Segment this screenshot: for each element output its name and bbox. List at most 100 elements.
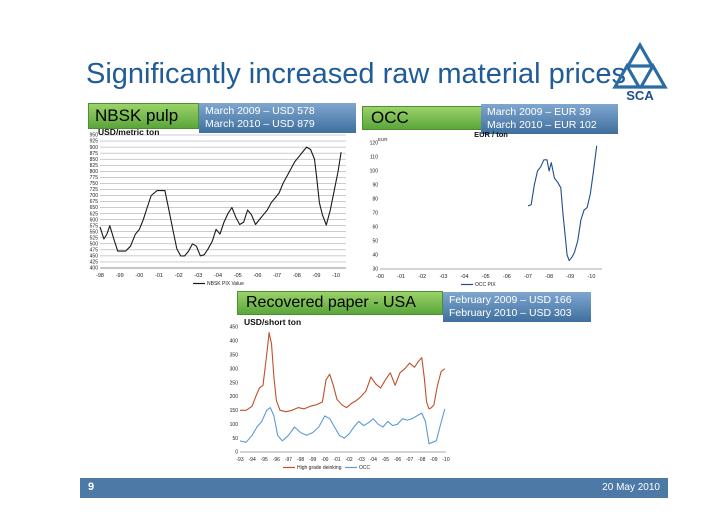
y-axis-title: USD/short ton: [244, 317, 301, 327]
slide-title: Significantly increased raw material pri…: [86, 58, 626, 90]
x-tick-label: -94: [249, 457, 256, 463]
recovered-label-text: Recovered paper - USA: [246, 294, 416, 311]
y-tick-label: 575: [90, 223, 99, 229]
x-tick-label: -06: [394, 457, 401, 463]
y-tick-label: 30: [372, 267, 378, 273]
nbsk-label: NBSK pulp: [88, 103, 199, 129]
y-tick-label: 0: [235, 450, 238, 456]
x-tick-label: -03: [194, 273, 202, 279]
footer-bar: 9 20 May 2010: [80, 478, 668, 498]
nbsk-note: March 2009 – USD 578 March 2010 – USD 87…: [199, 103, 356, 133]
legend-label: OCC: [359, 465, 371, 471]
x-tick-label: -98: [297, 457, 304, 463]
x-tick-label: -00: [321, 457, 328, 463]
y-tick-label: 550: [90, 229, 99, 235]
series-line-high-grade-deinking: [240, 332, 446, 413]
y-tick-label: 400: [90, 266, 99, 272]
x-tick-label: -00: [135, 273, 143, 279]
y-tick-label: 70: [372, 211, 378, 217]
x-tick-label: -09: [313, 273, 321, 279]
y-tick-label: 90: [372, 183, 378, 189]
y-tick-label: 120: [370, 141, 379, 147]
x-tick-label: -93: [236, 457, 243, 463]
nbsk-note-line-1: March 2009 – USD 578: [205, 105, 315, 117]
logo-text: SCA: [626, 88, 654, 103]
y-tick-label: 450: [230, 325, 239, 331]
x-tick-label: -02: [345, 457, 352, 463]
y-tick-label: 475: [90, 248, 99, 254]
legend-label: NBSK PIX Value: [207, 281, 244, 287]
x-tick-label: -08: [293, 273, 301, 279]
x-tick-label: -05: [234, 273, 242, 279]
x-tick-label: -96: [273, 457, 280, 463]
x-tick-label: -02: [418, 274, 426, 280]
x-tick-label: -05: [382, 457, 389, 463]
y-tick-label: 525: [90, 235, 99, 241]
x-tick-label: -09: [430, 457, 437, 463]
x-tick-label: -01: [333, 457, 340, 463]
y-tick-label: 425: [90, 260, 99, 266]
x-tick-label: -10: [442, 457, 449, 463]
y-tick-label: 625: [90, 211, 99, 217]
sca-logo: SCA: [612, 42, 668, 103]
y-tick-label: 675: [90, 199, 99, 205]
recovered-note-line-1: February 2009 – USD 166: [449, 294, 572, 306]
nbsk-note-line-2: March 2010 – USD 879: [205, 118, 315, 130]
occ-note-line-1: March 2009 – EUR 39: [487, 106, 591, 118]
y-tick-label: 875: [90, 151, 99, 157]
y-tick-label: 500: [90, 242, 99, 248]
x-tick-label: -08: [418, 457, 425, 463]
x-tick-label: -07: [273, 273, 281, 279]
x-tick-label: -97: [285, 457, 292, 463]
x-tick-label: -95: [261, 457, 268, 463]
y-axis-unit: EUR: [378, 137, 388, 142]
y-tick-label: 50: [372, 239, 378, 245]
legend-label: High grade deinking: [297, 465, 342, 471]
occ-note: March 2009 – EUR 39 March 2010 – EUR 102: [481, 104, 618, 134]
y-tick-label: 300: [230, 366, 239, 372]
y-tick-label: 600: [90, 217, 99, 223]
y-tick-label: 650: [90, 205, 99, 211]
occ-chart-svg: 30 40 50 60 70 80 90 100 110 120 -00 -01 -02 -03 -04 -0…: [370, 130, 602, 288]
page-number: 9: [88, 481, 95, 493]
y-tick-label: 750: [90, 181, 99, 187]
y-tick-label: 200: [230, 394, 239, 400]
x-tick-label: -08: [545, 274, 553, 280]
series-line-nbsk-pix-value: [99, 146, 342, 257]
x-tick-label: -02: [175, 273, 183, 279]
y-axis-title: USD/metric ton: [98, 127, 159, 137]
y-tick-label: 400: [230, 339, 239, 345]
x-tick-label: -03: [358, 457, 365, 463]
y-tick-label: 825: [90, 163, 99, 169]
x-tick-label: -01: [397, 274, 405, 280]
y-tick-label: 950: [90, 133, 99, 139]
y-tick-label: 850: [90, 157, 99, 163]
x-tick-label: -99: [309, 457, 316, 463]
y-tick-label: 450: [90, 254, 99, 260]
x-tick-label: -06: [253, 273, 261, 279]
occ-note-line-2: March 2010 – EUR 102: [487, 119, 597, 131]
y-tick-label: 60: [372, 225, 378, 231]
chart-title: EUR / ton: [474, 130, 508, 139]
x-tick-label: -01: [155, 273, 163, 279]
y-tick-label: 250: [230, 380, 239, 386]
y-tick-label: 775: [90, 175, 99, 181]
x-tick-label: -04: [461, 274, 469, 280]
nbsk-chart: 400 425 450 475 500 525 550 575 600 625 650 675 700 7…: [80, 125, 352, 293]
recovered-label: Recovered paper - USA: [237, 291, 443, 315]
y-tick-label: 350: [230, 352, 239, 358]
series-line-occ: [239, 407, 446, 445]
x-tick-label: -03: [439, 274, 447, 280]
recovered-chart: 0 50 100 150 200 250 300 350 400 450 -93 -94 -95 -96-…: [218, 312, 454, 476]
x-tick-label: -06: [503, 274, 511, 280]
y-tick-label: 800: [90, 169, 99, 175]
x-tick-label: -04: [370, 457, 377, 463]
occ-label-text: OCC: [371, 108, 409, 127]
x-tick-label: -99: [116, 273, 124, 279]
y-tick-label: 700: [90, 193, 99, 199]
y-tick-label: 100: [370, 169, 379, 175]
recovered-note: February 2009 – USD 166 February 2010 – …: [443, 292, 591, 322]
y-tick-label: 100: [230, 422, 239, 428]
